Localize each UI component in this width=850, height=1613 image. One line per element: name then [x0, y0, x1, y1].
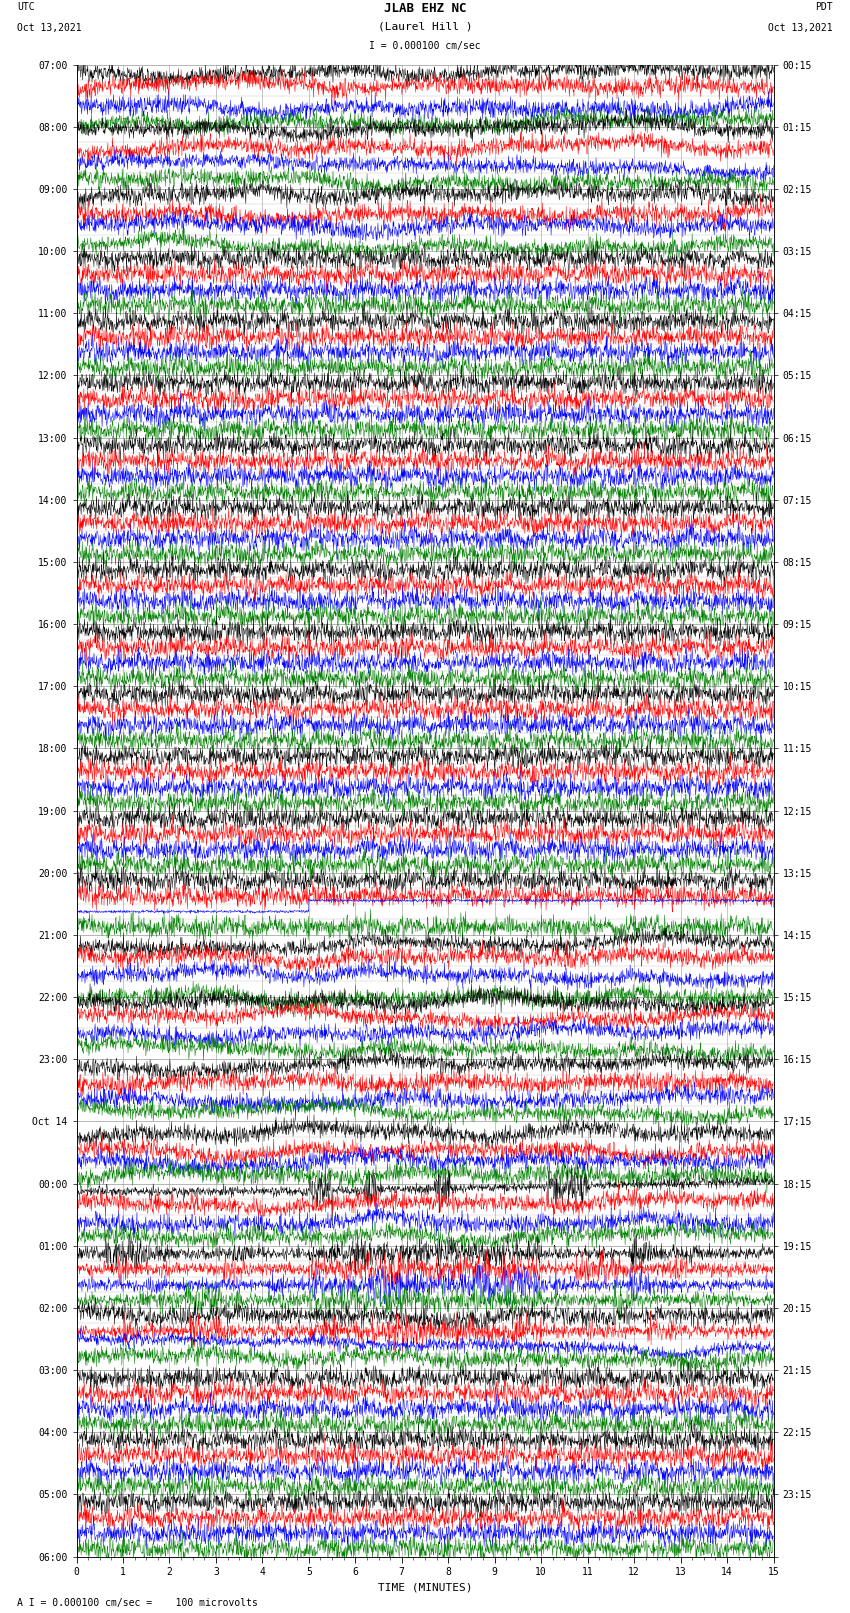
Text: UTC: UTC: [17, 3, 35, 13]
Text: A I = 0.000100 cm/sec =    100 microvolts: A I = 0.000100 cm/sec = 100 microvolts: [17, 1598, 258, 1608]
Text: (Laurel Hill ): (Laurel Hill ): [377, 23, 473, 32]
Text: PDT: PDT: [815, 3, 833, 13]
Text: Oct 13,2021: Oct 13,2021: [17, 24, 82, 34]
Text: I = 0.000100 cm/sec: I = 0.000100 cm/sec: [369, 40, 481, 52]
X-axis label: TIME (MINUTES): TIME (MINUTES): [377, 1582, 473, 1592]
Text: Oct 13,2021: Oct 13,2021: [768, 24, 833, 34]
Text: JLAB EHZ NC: JLAB EHZ NC: [383, 3, 467, 16]
